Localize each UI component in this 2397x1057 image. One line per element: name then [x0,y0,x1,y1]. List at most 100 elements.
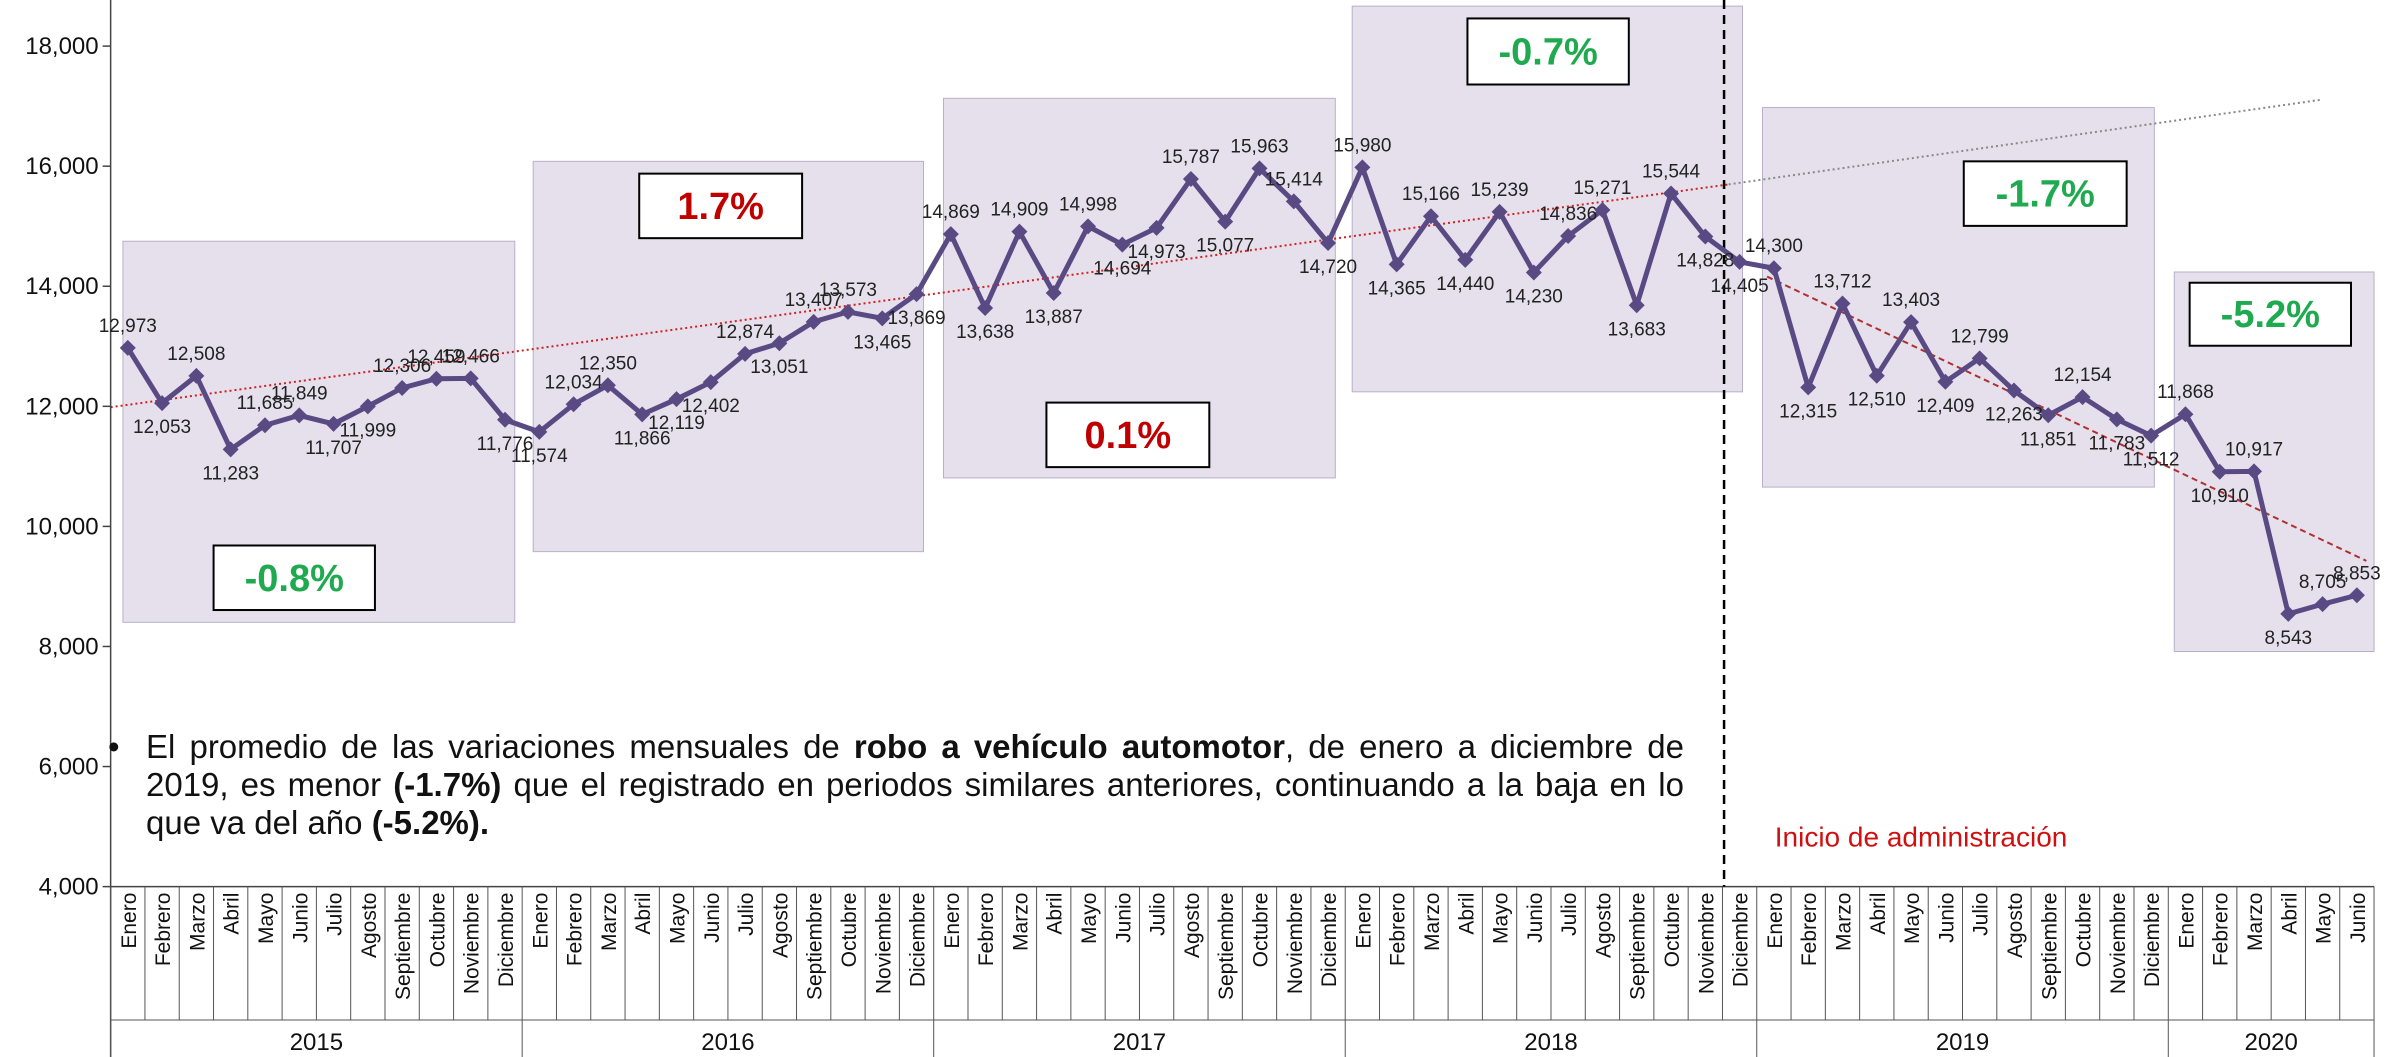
data-point [1594,201,1611,218]
data-label: 12,799 [1951,326,2009,347]
data-point [599,377,616,394]
x-tick-label: Noviembre [2107,893,2130,995]
data-point [291,407,308,424]
data-label: 13,403 [1882,290,1940,311]
data-point [1457,251,1474,268]
data-label: 12,459 [407,347,465,368]
data-label: 14,694 [1093,259,1152,280]
x-tick-label: Abril [1044,893,1067,935]
x-tick-label: Agosto [1592,893,1615,958]
year-label: 2020 [2244,1029,2297,1056]
data-point [977,299,994,316]
x-tick-label: Abril [1867,893,1890,935]
data-label: 14,300 [1745,236,1803,257]
x-tick-label: Marzo [1421,893,1444,951]
y-tick-label: 6,000 [39,754,99,781]
data-point [1697,228,1714,245]
data-point [1148,219,1165,236]
x-tick-label: Mayo [666,893,689,944]
x-tick-label: Diciembre [1318,893,1341,988]
x-tick-label: Septiembre [1215,893,1238,1000]
data-point [394,379,411,396]
period-box [942,97,1336,479]
data-label: 11,999 [339,420,396,441]
x-tick-label: Agosto [2004,893,2027,958]
data-point [2246,463,2263,480]
data-point [1731,253,1748,270]
data-label: 12,409 [1916,396,1974,417]
data-label: 8,705 [2299,572,2347,593]
data-label: 11,707 [305,438,362,459]
x-tick-label: Diciembre [2141,893,2164,988]
data-label: 11,868 [2157,382,2214,403]
data-point [2040,407,2057,424]
data-point [1628,297,1645,314]
data-label: 15,271 [1573,178,1631,199]
data-point [2348,587,2365,604]
data-point [1560,228,1577,245]
data-label: 13,869 [887,308,945,329]
x-tick-label: Enero [1764,893,1787,949]
data-point [942,226,959,243]
data-point [462,370,479,387]
note-part: robo a vehículo automotor [853,728,1285,765]
data-point [188,367,205,384]
data-point [1011,223,1028,240]
y-tick-label: 12,000 [25,393,98,420]
note-part: que el registrado en periodos similares … [146,766,1684,841]
data-label: 10,910 [2191,486,2249,507]
annotation-text: 0.1% [1085,415,1172,457]
annotation-text: 1.7% [677,186,764,228]
data-point [531,423,548,440]
x-tick-label: Enero [529,893,552,949]
x-tick-label: Octubre [426,893,449,968]
data-point [497,411,514,428]
data-label: 14,440 [1436,274,1494,295]
data-label: 12,263 [1985,405,2043,426]
data-label: 14,828 [1676,251,1734,272]
data-point [874,310,891,327]
note-part: El promedio de las variaciones mensuales… [146,728,854,765]
x-tick-label: Marzo [598,893,621,951]
data-point [1971,350,1988,367]
data-label: 13,051 [750,357,808,378]
note: El promedio de las variaciones mensuales… [108,728,1684,842]
data-point [154,395,171,412]
x-tick-label: Junio [1112,893,1135,943]
data-point [1422,208,1439,225]
data-point [1114,236,1131,253]
x-tick-label: Enero [1352,893,1375,949]
annotation-text: -5.2% [2221,294,2320,336]
x-tick-label: Abril [632,893,655,935]
data-label: 12,350 [579,353,637,374]
data-label: 14,405 [1711,276,1769,297]
data-label: 14,973 [1128,242,1186,263]
x-tick-label: Agosto [769,893,792,958]
data-point [1080,218,1097,235]
data-label: 14,720 [1299,257,1357,278]
x-tick-label: Septiembre [2038,893,2061,1000]
x-tick-label: Julio [1147,893,1170,936]
data-point [119,339,136,356]
admin-label: Inicio de administración [1775,822,2068,853]
data-label: 13,638 [956,322,1014,343]
data-point [2314,596,2331,613]
y-tick-label: 16,000 [25,153,98,180]
data-label: 15,787 [1162,147,1220,168]
annotation-box [2188,281,2352,347]
x-tick-label: Junio [2347,893,2370,943]
data-label: 14,998 [1059,194,1117,215]
data-point [428,370,445,387]
data-label: 13,465 [853,332,911,353]
data-point [1800,379,1817,396]
x-tick-label: Agosto [1181,893,1204,958]
data-label: 14,869 [922,202,980,223]
note-part: (-1.7%) [393,766,502,803]
data-point [839,303,856,320]
x-tick-label: Mayo [1490,893,1513,944]
annotation-box [638,172,804,240]
data-point [1217,213,1234,230]
data-label: 15,077 [1196,236,1254,257]
year-label: 2015 [290,1029,343,1056]
